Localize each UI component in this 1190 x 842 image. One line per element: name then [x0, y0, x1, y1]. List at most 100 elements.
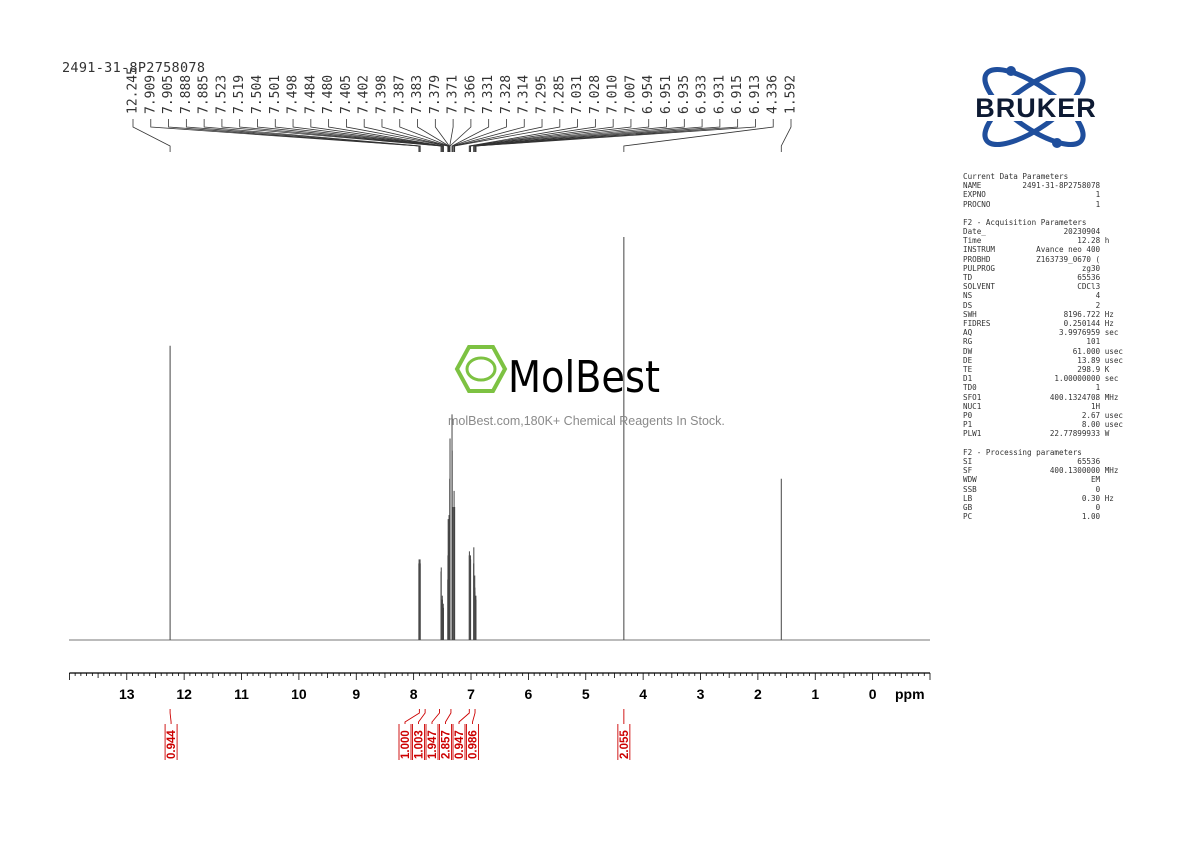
parameter-row: SWH 8196.722 Hz — [963, 310, 1123, 319]
peak-label: 1.592 — [784, 75, 799, 114]
peak-label: 7.285 — [552, 75, 567, 114]
parameter-key: EXPNO — [963, 190, 986, 200]
parameter-value: 20230904 — [1063, 227, 1123, 237]
parameter-row: LB 0.30 Hz — [963, 494, 1123, 503]
peak-label: 7.331 — [481, 75, 496, 114]
molbest-watermark: MolBest — [454, 345, 660, 403]
parameter-row: INSTRUM Avance neo 400 — [963, 245, 1123, 254]
parameter-value: 1H — [1090, 401, 1123, 411]
peak-label-connector — [434, 119, 450, 152]
watermark-tagline: molBest.com,180K+ Chemical Reagents In S… — [448, 414, 725, 428]
parameter-key: RG — [963, 337, 973, 347]
parameter-panel: Current Data Parameters NAME 2491-31-8P275… — [963, 172, 1123, 521]
parameter-key: PROCNO — [963, 199, 991, 209]
peak-label-connector — [449, 119, 472, 152]
parameter-key: SFO1 — [963, 392, 982, 402]
parameter-value: 13.89 usec — [1077, 355, 1123, 365]
parameter-value: 8.00 usec — [1081, 420, 1123, 430]
peak-label-connector — [453, 119, 543, 152]
peak-label: 4.336 — [766, 75, 781, 114]
parameter-value: 3.9976959 sec — [1058, 328, 1123, 338]
parameter-row: PULPROG zg30 — [963, 264, 1123, 273]
peak-label-connector — [168, 119, 420, 152]
parameter-key: SF — [963, 466, 973, 476]
integral-value: 1.947 — [427, 730, 439, 759]
peak-label: 7.501 — [268, 75, 283, 114]
peak-label: 7.366 — [463, 75, 478, 114]
parameter-key: PC — [963, 512, 973, 522]
peak-label-connector — [454, 119, 561, 152]
x-tick-label: 3 — [697, 686, 705, 702]
parameter-key: PROBHD — [963, 254, 991, 264]
atom-orbit-icon — [982, 67, 1086, 147]
parameter-key: NUC1 — [963, 401, 982, 411]
parameter-value: zg30 — [1081, 263, 1123, 273]
peak-label: 7.398 — [374, 75, 389, 114]
peak-label-connector — [451, 119, 507, 152]
peak-label: 12.245 — [126, 67, 141, 114]
peak-label: 7.905 — [161, 75, 176, 114]
peak-label-connector — [203, 119, 421, 152]
parameter-key: LB — [963, 493, 973, 503]
parameter-value: 2.67 usec — [1081, 411, 1123, 421]
peak-label: 7.504 — [250, 75, 265, 114]
integral-connector — [418, 709, 426, 724]
x-tick-label: 1 — [811, 686, 819, 702]
peak-label: 7.484 — [303, 75, 318, 114]
parameter-key: DE — [963, 355, 973, 365]
peak-label: 7.909 — [143, 75, 158, 114]
x-tick-label: 4 — [639, 686, 647, 702]
parameter-value: 22.77899933 W — [1049, 429, 1123, 439]
sample-title: 2491-31-8P2758078 — [62, 60, 206, 76]
peak-label: 6.913 — [748, 75, 763, 114]
peak-label: 7.402 — [357, 75, 372, 114]
parameter-value: 0 — [1095, 502, 1123, 512]
parameter-key: INSTRUM — [963, 245, 996, 255]
parameter-row: PC 1.00 — [963, 512, 1123, 521]
parameter-value: 8196.722 Hz — [1063, 309, 1123, 319]
peak-label: 7.295 — [535, 75, 550, 114]
processing-params-header: F2 - Processing parameters — [963, 447, 1082, 457]
x-tick-label: 2 — [754, 686, 762, 702]
peak-label-connector — [381, 119, 449, 152]
integral-layer: 0.944 1.000 1.003 1.947 2.857 0.947 0.986 2.055 — [164, 709, 631, 760]
parameter-value: 4 — [1095, 291, 1123, 301]
parameter-value: 65536 — [1077, 456, 1123, 466]
parameter-row: SI 65536 — [963, 457, 1123, 466]
parameter-value: 101 — [1086, 337, 1123, 347]
parameter-value: 1 — [1095, 383, 1123, 393]
peak-label-connector — [780, 119, 792, 152]
x-tick-label: 9 — [352, 686, 360, 702]
parameter-row: SF 400.1300000 MHz — [963, 466, 1123, 475]
parameter-key: Date_ — [963, 227, 986, 237]
integral-connector — [472, 709, 476, 724]
peak-label-connector — [473, 119, 667, 152]
peak-label: 7.010 — [606, 75, 621, 114]
integral-connector — [169, 709, 172, 724]
parameter-key: Time — [963, 236, 982, 246]
x-axis: 13 12 11 10 9 8 7 6 5 4 3 2 1 0 ppm — [69, 672, 931, 702]
parameter-key: D1 — [963, 374, 973, 384]
parameter-value: Avance neo 400 — [1036, 245, 1123, 255]
parameter-value: 0.30 Hz — [1081, 493, 1123, 503]
x-tick-label: 7 — [467, 686, 475, 702]
x-tick-label: 12 — [176, 686, 192, 702]
parameter-row: PROCNO 1 — [963, 200, 1123, 209]
watermark-brand: MolBest — [508, 352, 660, 403]
parameter-key: SSB — [963, 484, 977, 494]
x-tick-label: 13 — [119, 686, 135, 702]
parameter-row: PLW1 22.77899933 W — [963, 429, 1123, 438]
parameter-row: TD 65536 — [963, 273, 1123, 282]
parameter-key: P1 — [963, 420, 973, 430]
parameter-row: DW 61.000 usec — [963, 347, 1123, 356]
parameter-key: WDW — [963, 475, 977, 485]
parameter-value: 1 — [1095, 190, 1123, 200]
parameter-row: DS 2 — [963, 301, 1123, 310]
integral-connector — [458, 709, 470, 724]
parameter-value: 400.1300000 MHz — [1049, 466, 1123, 476]
parameter-key: AQ — [963, 328, 973, 338]
parameter-key: P0 — [963, 411, 973, 421]
parameter-row: NUC1 1H — [963, 402, 1123, 411]
integral-value: 1.003 — [414, 730, 426, 759]
